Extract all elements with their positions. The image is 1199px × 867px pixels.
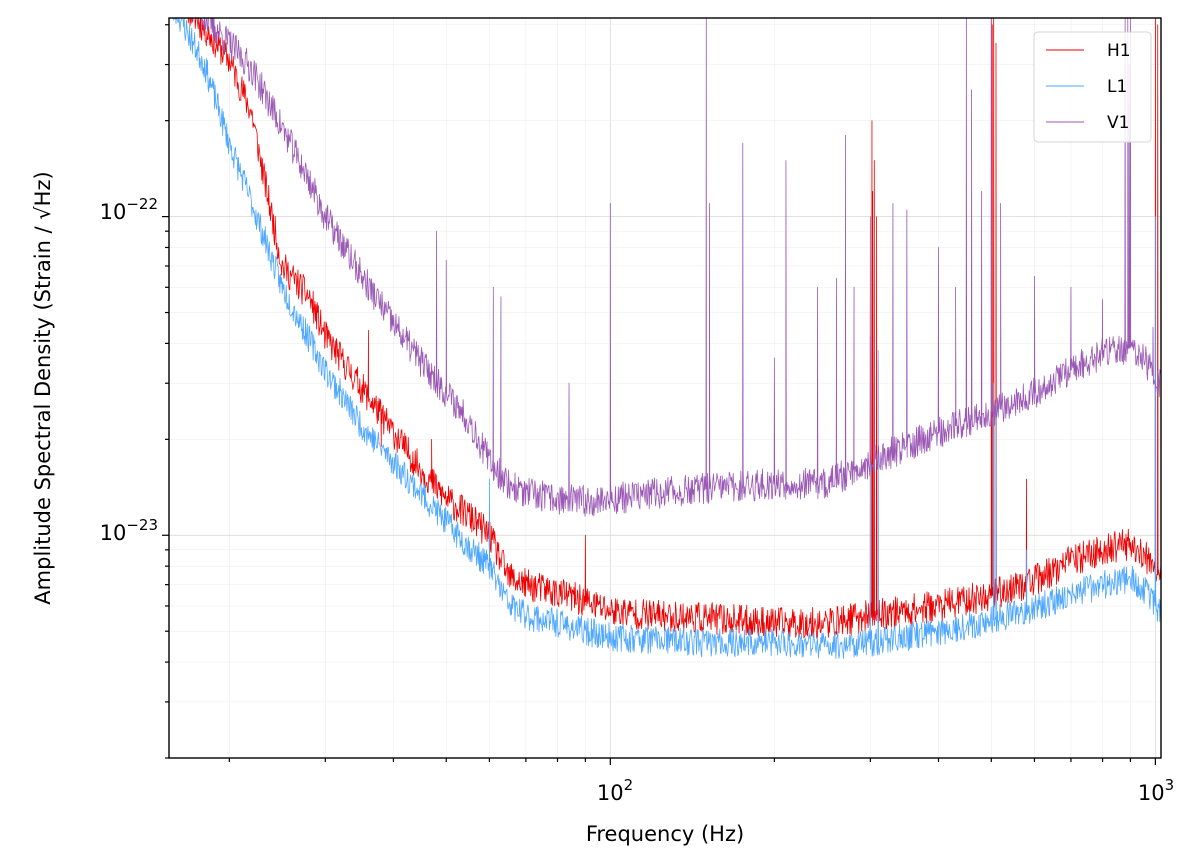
x-tick-label-1000: 103 [1138, 776, 1174, 805]
x-axis-label: Frequency (Hz) [586, 822, 744, 846]
y-tick-label-1e-22: 10−22 [100, 195, 158, 224]
y-tick-label-1e-23: 10−23 [100, 516, 158, 545]
plot-frame [168, 17, 1162, 759]
axis-ticks [162, 24, 1156, 765]
legend-label-l1: L1 [1107, 77, 1127, 97]
legend: H1 L1 V1 [1033, 31, 1152, 143]
series-v1-line [192, 18, 1161, 517]
x-tick-label-100: 102 [597, 776, 633, 805]
legend-label-v1: V1 [1107, 113, 1129, 133]
legend-label-h1: H1 [1107, 41, 1131, 61]
series-layer [169, 18, 1161, 660]
plot-area [169, 18, 1161, 758]
legend-box [1033, 31, 1152, 143]
series-l1-line [169, 18, 1161, 660]
y-axis-label: Amplitude Spectral Density (Strain / √Hz… [31, 171, 55, 604]
